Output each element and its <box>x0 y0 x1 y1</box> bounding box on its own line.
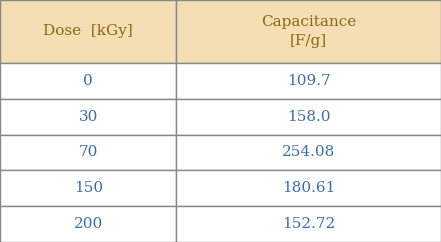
Bar <box>0 170 176 206</box>
Bar <box>176 170 441 206</box>
Text: 152.72: 152.72 <box>282 217 335 231</box>
Text: 70: 70 <box>78 145 98 159</box>
Bar <box>176 63 441 99</box>
Bar <box>176 0 441 63</box>
Text: 180.61: 180.61 <box>282 181 336 195</box>
Text: 0: 0 <box>83 74 93 88</box>
Text: Capacitance
[F/g]: Capacitance [F/g] <box>261 15 356 48</box>
Bar <box>176 99 441 135</box>
Bar <box>0 135 176 170</box>
Bar <box>0 99 176 135</box>
Text: 200: 200 <box>74 217 103 231</box>
Text: Dose  [kGy]: Dose [kGy] <box>43 24 133 38</box>
Text: 30: 30 <box>78 110 98 124</box>
Text: 254.08: 254.08 <box>282 145 335 159</box>
Text: 109.7: 109.7 <box>287 74 330 88</box>
Text: 150: 150 <box>74 181 103 195</box>
Text: 158.0: 158.0 <box>287 110 330 124</box>
Bar <box>0 0 176 63</box>
Bar <box>0 63 176 99</box>
Bar <box>176 135 441 170</box>
Bar <box>0 206 176 242</box>
Bar <box>176 206 441 242</box>
